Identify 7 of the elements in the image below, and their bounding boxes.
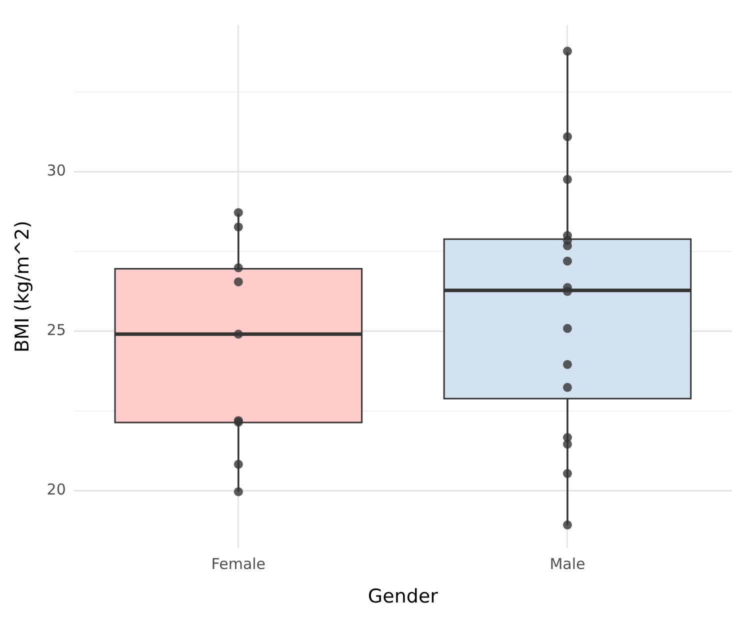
y-tick-label: 25 — [46, 321, 66, 340]
y-tick-label: 20 — [46, 480, 66, 499]
y-axis-title: BMI (kg/m^2) — [11, 220, 34, 353]
x-axis-title: Gender — [368, 586, 438, 608]
y-tick-label: 30 — [46, 162, 66, 180]
x-tick-label: Male — [550, 555, 586, 574]
x-tick-label: Female — [211, 555, 266, 574]
